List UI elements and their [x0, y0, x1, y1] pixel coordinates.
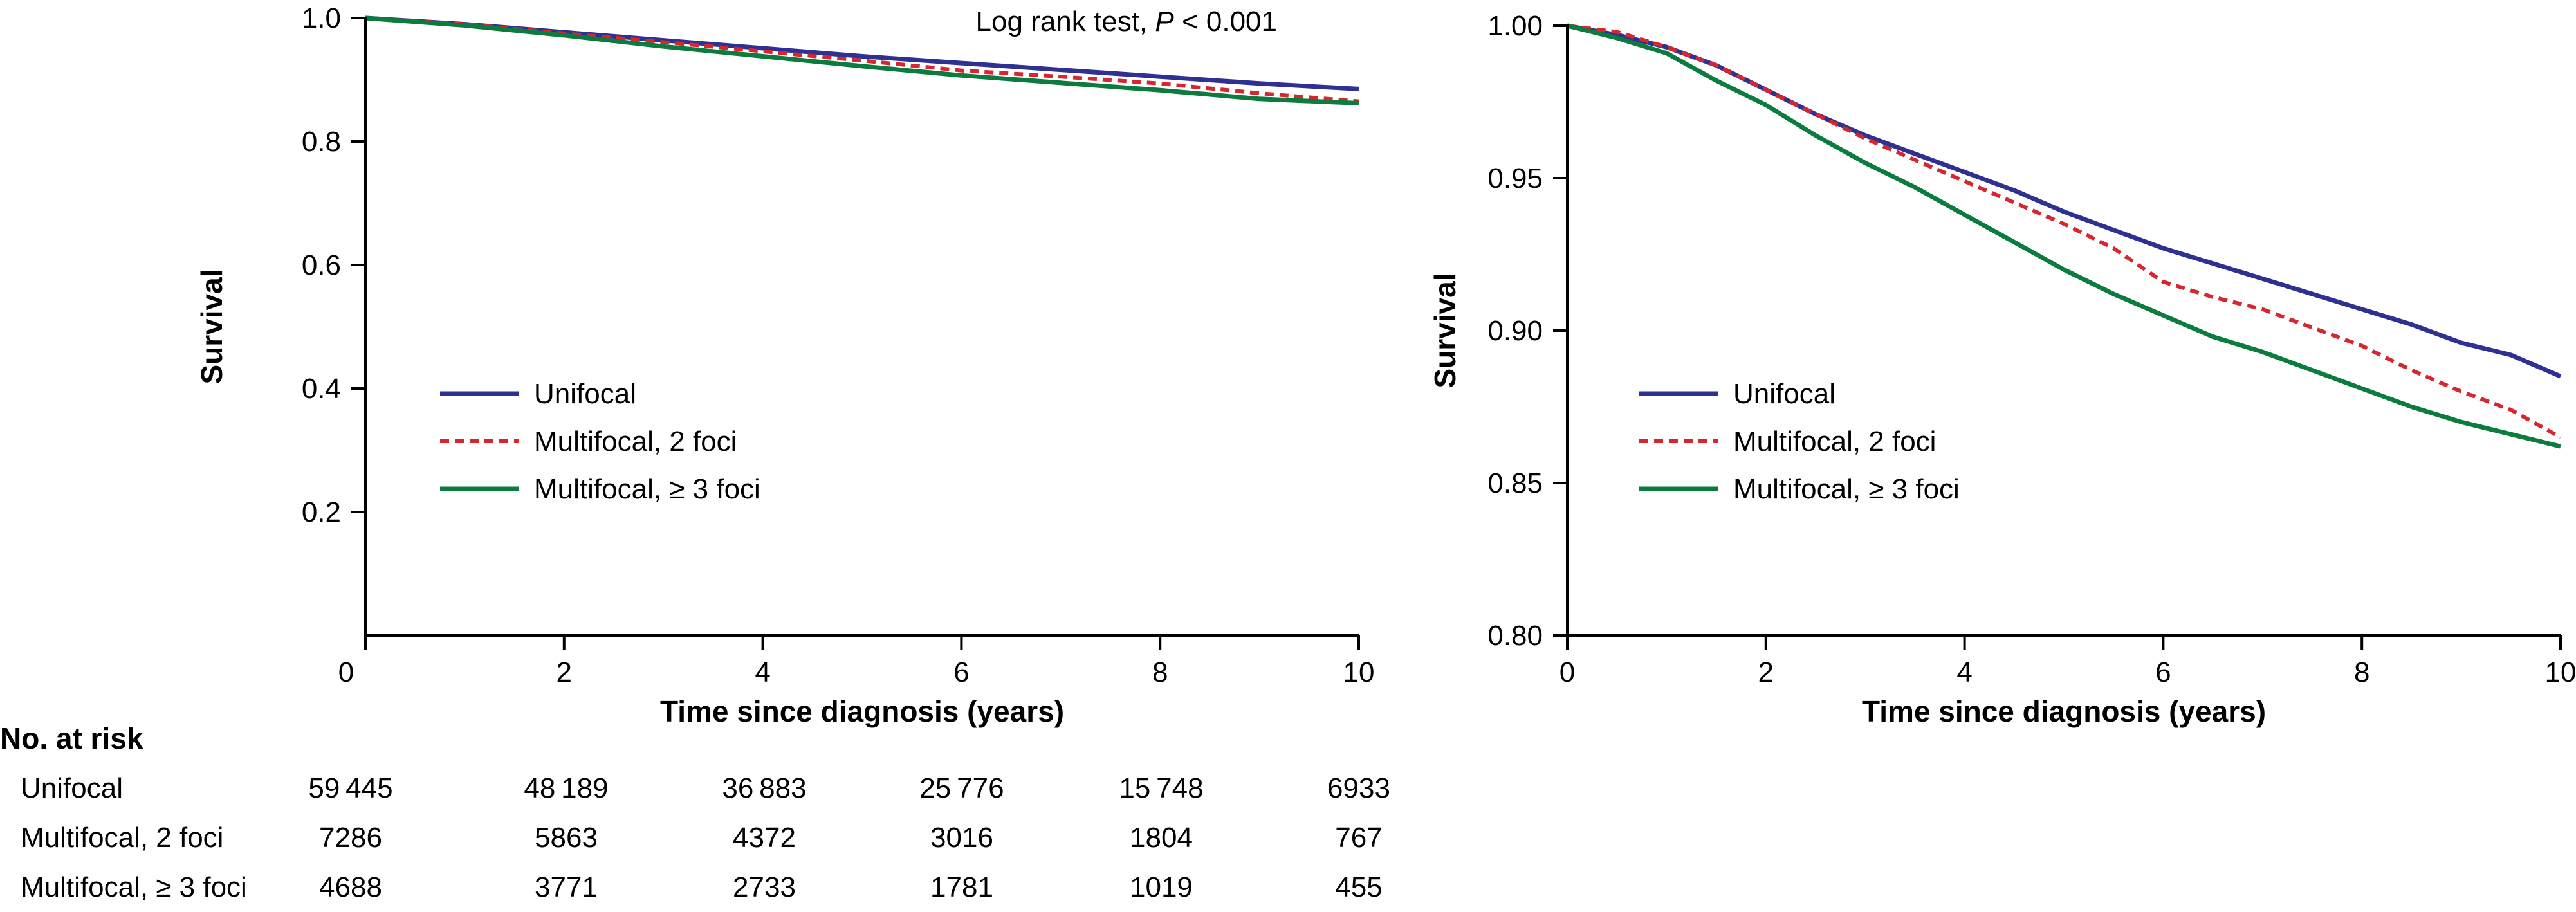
risk-cell: 15 748 — [1119, 772, 1203, 804]
number-at-risk-table: No. at risk Unifocal 59 445 48 189 36 883 25… — [0, 722, 1390, 903]
series-line-2 — [1567, 24, 2562, 439]
risk-cell: 5863 — [535, 822, 598, 853]
risk-cell: 767 — [1335, 822, 1382, 853]
x-tick-label: 4 — [1956, 657, 1972, 688]
risk-cell: 36 883 — [722, 772, 806, 804]
y-tick-label: 0.6 — [302, 250, 341, 281]
left-x-ticks: 0 2 4 6 8 10 — [338, 635, 1375, 688]
legend-label: Multifocal, ≥ 3 foci — [534, 473, 760, 505]
risk-cell: 7286 — [319, 822, 382, 853]
y-tick-label: 0.4 — [302, 373, 341, 405]
left-x-axis-title: Time since diagnosis (years) — [660, 695, 1064, 728]
y-tick-label: 1.0 — [302, 3, 341, 34]
right-series — [1567, 23, 2562, 449]
y-tick-label: 0.85 — [1487, 468, 1543, 499]
risk-cell: 48 189 — [524, 772, 608, 804]
log-rank-annotation: Log rank test, P < 0.001 — [976, 6, 1277, 37]
left-survival-panel: 0.2 0.4 0.6 0.8 1.0 0 2 4 6 8 10 Time since diagn… — [195, 3, 1374, 728]
x-tick-label: 4 — [755, 657, 770, 688]
y-tick-label: 0.2 — [302, 497, 341, 528]
p-symbol: P — [1155, 6, 1174, 37]
risk-table-rows: Unifocal 59 445 48 189 36 883 25 776 15 748 69… — [21, 772, 1390, 903]
risk-cell: 1781 — [930, 871, 993, 903]
x-tick-label: 6 — [953, 657, 969, 688]
left-series — [365, 15, 1359, 105]
x-tick-label: 8 — [2354, 657, 2369, 688]
right-survival-panel: 0.80 0.85 0.90 0.95 1.00 0 2 4 6 8 10 Time since … — [1428, 10, 2576, 728]
risk-cell: 6933 — [1327, 772, 1390, 804]
y-tick-label: 0.80 — [1487, 620, 1543, 652]
risk-row-label: Unifocal — [21, 772, 123, 804]
x-tick-label: 2 — [557, 657, 572, 688]
x-tick-label: 6 — [2155, 657, 2171, 688]
legend-label: Multifocal, 2 foci — [534, 426, 737, 457]
x-tick-label: 8 — [1152, 657, 1168, 688]
series-line-1 — [1567, 23, 2562, 379]
series-line-3 — [1567, 23, 2561, 449]
right-legend: Unifocal Multifocal, 2 foci Multifocal, ≥ … — [1639, 378, 1960, 505]
left-y-axis-title: Survival — [195, 269, 228, 385]
left-y-ticks: 0.2 0.4 0.6 0.8 1.0 — [302, 3, 365, 528]
risk-cell: 4688 — [319, 871, 382, 903]
legend-label: Unifocal — [534, 378, 636, 410]
risk-cell: 25 776 — [919, 772, 1004, 804]
right-y-axis-title: Survival — [1428, 273, 1462, 388]
y-tick-label: 0.8 — [302, 126, 341, 158]
x-tick-label: 10 — [2545, 657, 2576, 688]
x-tick-label: 2 — [1758, 657, 1774, 688]
right-y-ticks: 0.80 0.85 0.90 0.95 1.00 — [1487, 10, 1567, 652]
x-tick-label: 10 — [1343, 657, 1375, 688]
risk-row-label: Multifocal, 2 foci — [21, 822, 223, 853]
risk-cell: 59 445 — [308, 772, 392, 804]
y-tick-label: 0.90 — [1487, 315, 1543, 347]
right-x-axis-title: Time since diagnosis (years) — [1862, 695, 2266, 728]
risk-cell: 2733 — [733, 871, 796, 903]
legend-label: Unifocal — [1733, 378, 1835, 410]
p-value: < 0.001 — [1174, 6, 1277, 37]
risk-row-label: Multifocal, ≥ 3 foci — [21, 871, 247, 903]
risk-cell: 3016 — [930, 822, 993, 853]
y-tick-label: 0.95 — [1487, 163, 1543, 194]
risk-cell: 4372 — [733, 822, 796, 853]
x-tick-label: 0 — [1559, 657, 1575, 688]
risk-cell: 3771 — [535, 871, 598, 903]
risk-cell: 1804 — [1130, 822, 1193, 853]
log-rank-label: Log rank test, — [976, 6, 1155, 37]
risk-cell: 1019 — [1130, 871, 1193, 903]
risk-cell: 455 — [1335, 871, 1382, 903]
x-tick-label: 0 — [338, 657, 354, 688]
series-line-3 — [365, 15, 1359, 105]
y-tick-label: 1.00 — [1487, 10, 1543, 42]
risk-table-title: No. at risk — [0, 722, 143, 755]
left-legend: Unifocal Multifocal, 2 foci Multifocal, ≥ … — [440, 378, 760, 505]
right-x-ticks: 0 2 4 6 8 10 — [1559, 635, 2576, 688]
legend-label: Multifocal, ≥ 3 foci — [1733, 473, 1960, 505]
legend-label: Multifocal, 2 foci — [1733, 426, 1936, 457]
